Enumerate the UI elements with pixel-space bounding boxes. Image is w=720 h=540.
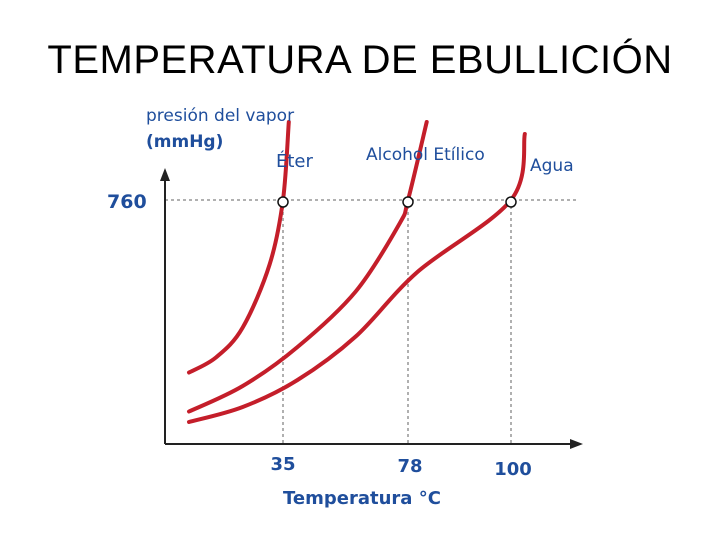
- series-label: Alcohol Etílico: [366, 145, 485, 165]
- y-axis-arrow: [160, 168, 170, 181]
- boiling-point-marker: [277, 196, 289, 208]
- boiling-point-marker: [505, 196, 517, 208]
- slide-title: TEMPERATURA DE EBULLICIÓN: [47, 38, 673, 82]
- x-tick-label: 35: [270, 454, 295, 475]
- series-curves: [187, 120, 527, 424]
- series-curve: [187, 120, 291, 375]
- series-label: Agua: [530, 156, 574, 176]
- chart-axes: [160, 168, 583, 449]
- y-axis-label-line2: (mmHg): [146, 132, 223, 152]
- boiling-point-marker: [402, 196, 414, 208]
- series-label: Éter: [276, 150, 314, 172]
- y-tick-label: 760: [107, 191, 147, 213]
- y-axis-label-line1: presión del vapor: [146, 106, 294, 126]
- x-tick-label: 100: [494, 459, 532, 480]
- x-axis-label: Temperatura °C: [283, 488, 441, 509]
- boiling-point-markers: [277, 196, 517, 208]
- x-tick-label: 78: [397, 456, 422, 477]
- x-axis-arrow: [570, 439, 583, 449]
- series-curve: [187, 132, 527, 424]
